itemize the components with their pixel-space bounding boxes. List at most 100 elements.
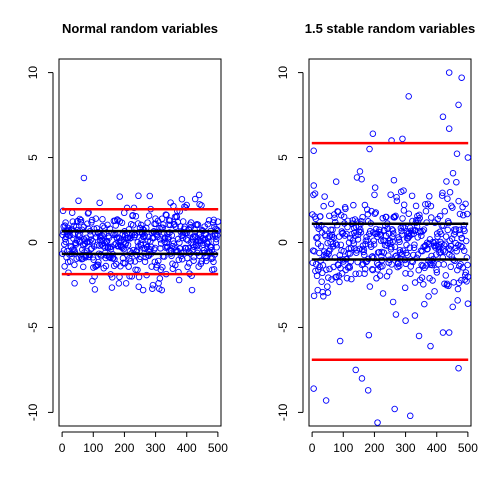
- data-point: [416, 211, 423, 219]
- data-point: [350, 240, 357, 247]
- data-point: [123, 204, 131, 212]
- data-point: [205, 238, 212, 245]
- data-point: [380, 249, 387, 256]
- left-scatter-panel: Normal random variables 0 100 200 300 400 500…: [26, 21, 228, 455]
- data-point: [210, 216, 218, 224]
- data-point: [447, 263, 454, 271]
- y-tick-label: 5: [26, 154, 40, 161]
- data-point: [379, 214, 386, 222]
- data-point: [332, 178, 340, 185]
- data-point: [200, 237, 207, 244]
- data-point: [150, 246, 158, 253]
- data-point: [386, 268, 393, 275]
- data-point: [444, 226, 452, 234]
- data-point: [427, 202, 435, 210]
- data-point: [71, 261, 78, 269]
- data-point: [174, 235, 182, 243]
- data-point: [379, 262, 386, 270]
- data-point: [459, 243, 466, 251]
- data-point: [65, 269, 72, 276]
- data-point: [326, 265, 333, 273]
- data-point: [130, 204, 138, 212]
- data-point: [184, 244, 192, 252]
- data-point: [318, 222, 325, 229]
- data-point: [179, 218, 187, 225]
- data-point: [317, 242, 325, 250]
- data-point: [100, 264, 107, 272]
- data-point: [452, 226, 460, 233]
- data-point: [391, 243, 399, 251]
- y-tick-label: -5: [26, 322, 40, 333]
- data-point: [405, 93, 412, 100]
- data-point: [362, 240, 369, 248]
- data-point: [396, 238, 403, 246]
- data-point: [464, 154, 472, 161]
- data-point: [102, 262, 110, 270]
- data-point: [165, 233, 172, 241]
- data-point: [439, 113, 447, 121]
- data-point: [453, 247, 460, 255]
- data-point: [414, 234, 421, 241]
- y-tick-label: -5: [276, 322, 290, 333]
- data-point: [370, 241, 378, 248]
- data-point: [462, 269, 470, 276]
- data-point: [421, 300, 428, 308]
- data-point: [444, 195, 451, 203]
- data-point: [194, 221, 202, 229]
- data-point: [139, 286, 147, 294]
- data-point: [214, 218, 222, 225]
- data-point: [457, 242, 465, 250]
- data-point: [156, 275, 164, 282]
- data-point: [162, 211, 170, 218]
- data-point: [144, 237, 152, 245]
- data-point: [371, 184, 379, 191]
- data-point: [448, 202, 455, 210]
- data-point: [309, 259, 317, 266]
- data-point: [317, 213, 324, 220]
- data-point: [445, 282, 452, 290]
- data-point: [155, 257, 162, 265]
- data-point: [92, 215, 100, 222]
- data-point: [356, 168, 364, 175]
- data-point: [379, 290, 387, 297]
- data-point: [395, 262, 403, 270]
- data-point: [415, 266, 422, 274]
- data-point: [442, 240, 449, 248]
- data-point: [445, 69, 453, 76]
- data-point: [365, 230, 373, 238]
- data-point: [366, 145, 373, 153]
- x-tick-label: 400: [177, 441, 197, 455]
- data-point: [462, 200, 469, 208]
- data-point: [408, 192, 416, 200]
- data-point: [357, 229, 365, 236]
- data-point: [456, 262, 463, 270]
- data-point: [361, 270, 368, 277]
- data-point: [61, 263, 68, 270]
- data-point: [149, 281, 157, 289]
- data-point: [76, 215, 84, 223]
- data-point: [149, 285, 156, 292]
- data-point: [333, 241, 341, 249]
- data-point: [75, 197, 82, 205]
- data-point: [91, 286, 99, 293]
- x-tick-label: 300: [146, 441, 166, 455]
- data-point: [314, 234, 321, 241]
- data-point: [388, 261, 395, 268]
- data-point: [399, 135, 406, 143]
- data-point: [329, 240, 337, 248]
- data-point: [348, 275, 355, 283]
- x-tick-label: 0: [309, 441, 316, 455]
- data-point: [129, 211, 136, 219]
- data-point: [445, 125, 453, 132]
- data-point: [453, 150, 461, 157]
- data-point: [209, 219, 217, 226]
- data-point: [400, 187, 407, 194]
- data-point: [342, 205, 349, 213]
- data-point: [376, 272, 384, 279]
- data-point: [406, 244, 414, 251]
- data-point: [366, 283, 374, 290]
- data-point: [310, 385, 317, 392]
- data-point: [391, 214, 398, 221]
- data-point: [399, 215, 406, 222]
- data-point: [461, 227, 468, 235]
